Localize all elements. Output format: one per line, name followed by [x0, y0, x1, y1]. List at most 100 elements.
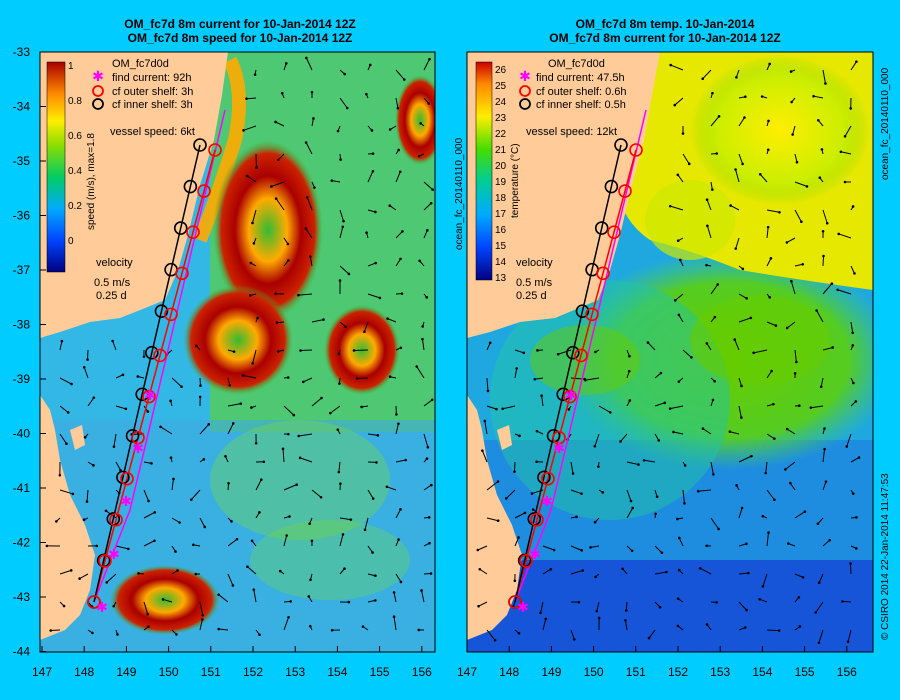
velocity-arrow-head — [159, 425, 162, 429]
find-current-marker: ✱ — [517, 600, 529, 616]
velocity-arrow — [794, 181, 808, 187]
velocity-arrow-head — [55, 520, 58, 523]
velocity-arrow-head — [852, 381, 855, 385]
velocity-arrow-head — [678, 258, 682, 262]
velocity-arrow-head — [857, 456, 861, 459]
velocity-arrow — [766, 532, 769, 547]
velocity-arrow-head — [795, 160, 799, 164]
velocity-arrow — [514, 368, 518, 379]
velocity-arrow-head — [153, 511, 157, 514]
velocity-arrow-head — [822, 254, 825, 258]
velocity-arrow-head — [580, 549, 584, 552]
velocity-arrow — [790, 281, 796, 295]
latitude-tick-label: -36 — [13, 209, 31, 223]
velocity-arrow-head — [854, 400, 858, 403]
left-colorbar-label: speed (m/s), max=1.8 — [86, 133, 97, 230]
velocity-arrow — [815, 601, 824, 613]
velocity-arrow-head — [523, 511, 527, 515]
velocity-arrow — [794, 209, 802, 222]
latitude-tick-label: -41 — [13, 481, 31, 495]
velocity-arrow — [255, 153, 258, 168]
velocity-arrow — [306, 197, 313, 211]
velocity-arrow-head — [301, 380, 305, 384]
velocity-arrow-head — [258, 511, 261, 514]
velocity-arrow-head — [388, 375, 392, 379]
velocity-arrow-head — [824, 82, 827, 85]
velocity-arrow-head — [292, 413, 296, 417]
velocity-arrow-head — [169, 456, 173, 460]
velocity-arrow — [626, 507, 634, 519]
velocity-arrow-head — [85, 500, 89, 503]
velocity-arrow — [303, 377, 313, 383]
velocity-arrow-head — [231, 422, 235, 425]
velocity-arrow — [339, 226, 344, 239]
velocity-arrow — [765, 461, 768, 474]
left-title-line2: OM_fc7d 8m speed for 10-Jan-2014 12Z — [127, 31, 353, 45]
velocity-arrow — [311, 319, 324, 323]
velocity-arrow — [766, 321, 777, 327]
velocity-arrow-head — [428, 541, 431, 545]
velocity-arrow — [423, 202, 432, 211]
velocity-arrow-head — [515, 367, 518, 370]
velocity-arrow-head — [805, 185, 809, 188]
longitude-tick-label: 153 — [285, 665, 305, 679]
velocity-arrow-head — [146, 612, 149, 616]
velocity-arrow-head — [717, 115, 721, 118]
velocity-arrow — [818, 573, 824, 583]
velocity-arrow — [395, 423, 399, 435]
velocity-arrow-head — [245, 174, 249, 178]
left-velocity-arrows — [45, 56, 434, 637]
find-current-marker: ✱ — [541, 494, 553, 510]
velocity-arrow-head — [716, 283, 720, 286]
velocity-arrow — [513, 461, 516, 472]
velocity-arrow — [850, 321, 854, 333]
velocity-arrow-head — [337, 470, 341, 474]
longitude-tick-label: 155 — [370, 665, 390, 679]
velocity-arrow — [339, 209, 345, 222]
velocity-arrow — [620, 433, 628, 442]
velocity-arrow — [395, 171, 401, 183]
longitude-tick-label: 154 — [327, 665, 347, 679]
velocity-arrow — [393, 592, 397, 603]
velocity-arrow-head — [773, 437, 776, 440]
velocity-arrow — [115, 405, 126, 410]
right-longitude-axis: 147 148 149 150 151 152 153 154 155 156 — [457, 646, 857, 679]
velocity-arrow-head — [227, 481, 230, 485]
velocity-arrow — [786, 428, 796, 435]
velocity-arrow — [218, 628, 229, 631]
outer-shelf-marker — [541, 471, 555, 486]
velocity-arrow-head — [823, 447, 826, 451]
velocity-arrow-head — [601, 491, 605, 494]
right-title-line1: OM_fc7d 8m temp. 10-Jan-2014 — [575, 17, 755, 31]
velocity-arrow — [387, 318, 397, 323]
velocity-arrow-head — [705, 623, 709, 626]
velocity-arrow-head — [338, 279, 342, 282]
longitude-tick-label: 152 — [668, 665, 688, 679]
velocity-arrow — [822, 209, 828, 224]
velocity-arrow-head — [161, 598, 165, 601]
velocity-arrow-head — [729, 204, 732, 207]
outer-shelf-marker — [530, 513, 544, 527]
velocity-arrow-head — [70, 382, 73, 386]
velocity-arrow-head — [711, 91, 714, 95]
velocity-arrow-head — [801, 575, 805, 579]
velocity-arrow — [541, 395, 544, 407]
left-ocean-south — [40, 420, 435, 652]
velocity-arrow-head — [715, 152, 719, 155]
velocity-arrow — [113, 433, 117, 447]
velocity-arrow-head — [304, 227, 308, 230]
velocity-arrow-head — [791, 133, 794, 136]
velocity-arrow — [794, 511, 806, 519]
left-velocity-time: 0.25 d — [96, 290, 127, 302]
velocity-arrow-head — [360, 405, 363, 409]
velocity-arrow-head — [417, 154, 421, 158]
right-legend-inner-shelf: cf inner shelf: 0.5h — [519, 98, 626, 111]
velocity-arrow-head — [371, 497, 375, 500]
right-side-label-top: ocean_fc_20140110_000 — [880, 67, 891, 180]
velocity-arrow-head — [430, 483, 433, 487]
velocity-arrow-head — [629, 499, 633, 503]
velocity-arrow-head — [376, 434, 380, 437]
velocity-arrow-head — [851, 331, 855, 335]
velocity-arrow — [477, 545, 488, 551]
velocity-arrow — [367, 293, 381, 299]
